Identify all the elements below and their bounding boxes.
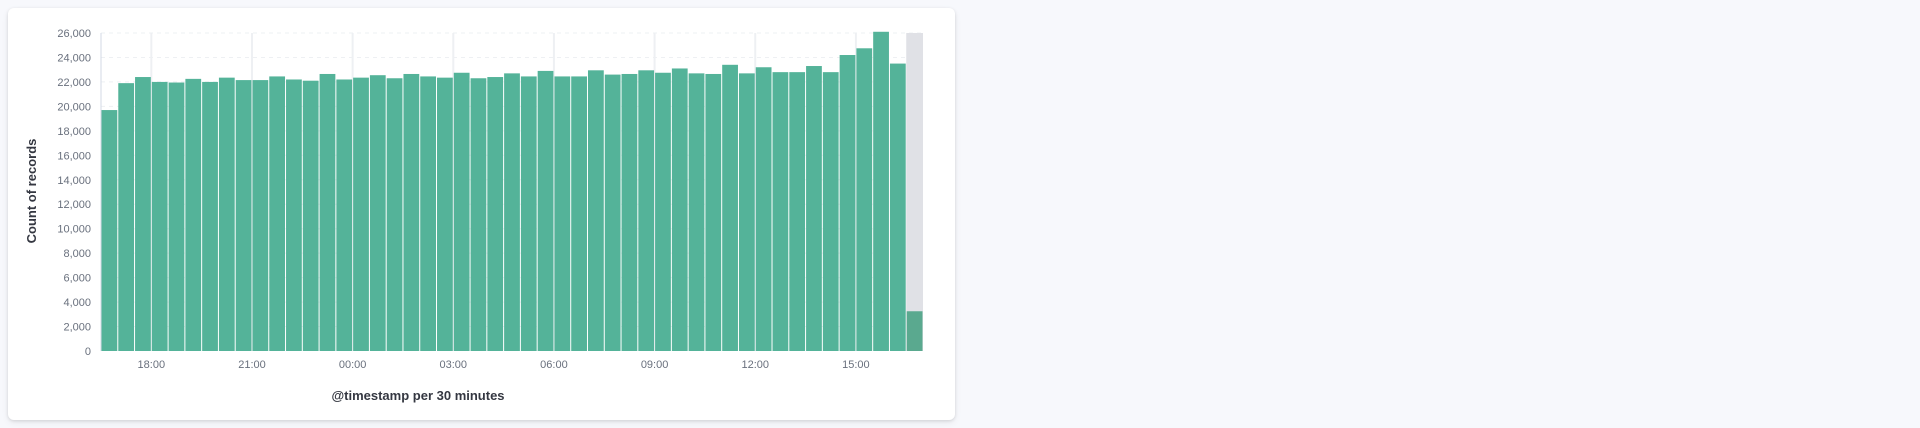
histogram-bar[interactable]: [369, 75, 386, 351]
histogram-bar[interactable]: [789, 72, 806, 351]
histogram-bar[interactable]: [420, 76, 437, 352]
histogram-bar[interactable]: [738, 73, 755, 351]
bars: [101, 31, 923, 352]
histogram-bar[interactable]: [906, 311, 923, 351]
y-tick-label: 26,000: [57, 28, 91, 40]
histogram-bar[interactable]: [185, 78, 202, 351]
histogram-bar[interactable]: [168, 82, 185, 352]
histogram-bar[interactable]: [873, 31, 889, 352]
histogram-bar[interactable]: [437, 77, 453, 352]
x-tick-label: 06:00: [540, 359, 568, 371]
histogram-bar[interactable]: [537, 70, 554, 351]
histogram-bar[interactable]: [638, 70, 655, 352]
y-tick-label: 4,000: [63, 297, 91, 309]
y-tick-label: 24,000: [57, 52, 91, 64]
y-axis-title: Count of records: [24, 139, 39, 244]
y-tick-label: 18,000: [57, 126, 91, 138]
y-tick-label: 22,000: [57, 77, 91, 89]
histogram-bar[interactable]: [336, 79, 353, 351]
x-tick-label: 09:00: [641, 359, 669, 371]
y-tick-label: 0: [85, 346, 91, 358]
histogram-bar[interactable]: [554, 76, 571, 352]
histogram-bar[interactable]: [319, 73, 336, 351]
histogram-bar[interactable]: [269, 76, 286, 352]
histogram-bar[interactable]: [755, 67, 772, 351]
histogram-bar[interactable]: [252, 80, 269, 351]
histogram-bar[interactable]: [520, 76, 537, 352]
x-tick-label: 00:00: [339, 359, 367, 371]
histogram-bar[interactable]: [671, 68, 688, 351]
x-tick-label: 12:00: [741, 359, 769, 371]
histogram-bar[interactable]: [571, 76, 587, 352]
histogram-bar[interactable]: [655, 72, 671, 351]
histogram-bar[interactable]: [286, 79, 302, 351]
y-tick-label: 8,000: [63, 248, 91, 260]
histogram-bar[interactable]: [889, 63, 906, 351]
x-tick-label: 18:00: [138, 359, 166, 371]
histogram-bar[interactable]: [587, 70, 604, 352]
histogram-bar[interactable]: [353, 77, 369, 352]
histogram-bar[interactable]: [856, 48, 873, 352]
x-tick-label: 03:00: [440, 359, 468, 371]
histogram-bar[interactable]: [772, 72, 789, 351]
histogram-bar[interactable]: [604, 74, 621, 351]
y-tick-label: 16,000: [57, 150, 91, 162]
y-tick-label: 6,000: [63, 273, 91, 285]
histogram-bar[interactable]: [621, 73, 638, 351]
axes: 0 2,000 4,000 6,000 8,000 10,000 12,000 14,000 1…: [57, 28, 869, 371]
partial-bucket-region: [906, 33, 923, 351]
histogram-bar[interactable]: [235, 80, 252, 351]
histogram-bar[interactable]: [705, 73, 722, 351]
histogram-bar[interactable]: [118, 83, 135, 352]
histogram-bar[interactable]: [218, 77, 235, 352]
histogram-bar[interactable]: [822, 72, 839, 351]
histogram-bar[interactable]: [202, 81, 218, 351]
partial-bucket-shade: [906, 33, 923, 351]
histogram-bar[interactable]: [386, 78, 403, 351]
histogram-bar[interactable]: [688, 73, 705, 351]
x-tick-label: 15:00: [842, 359, 870, 371]
histogram-bar[interactable]: [806, 66, 822, 351]
histogram-panel: 0 2,000 4,000 6,000 8,000 10,000 12,000 14,000 1…: [8, 8, 955, 420]
y-tick-label: 14,000: [57, 175, 91, 187]
y-tick-label: 20,000: [57, 101, 91, 113]
y-tick-label: 2,000: [63, 322, 91, 334]
histogram-bar[interactable]: [151, 81, 168, 351]
histogram-bar[interactable]: [722, 64, 738, 352]
histogram-bar[interactable]: [101, 110, 118, 351]
y-tick-label: 10,000: [57, 224, 91, 236]
histogram-bar[interactable]: [302, 80, 319, 351]
histogram-bar[interactable]: [839, 55, 856, 352]
histogram-bar[interactable]: [135, 77, 151, 352]
y-tick-label: 12,000: [57, 199, 91, 211]
histogram-bar[interactable]: [453, 72, 470, 351]
count-histogram-chart: 0 2,000 4,000 6,000 8,000 10,000 12,000 14,000 1…: [24, 28, 923, 403]
x-tick-label: 21:00: [238, 359, 266, 371]
histogram-bar[interactable]: [504, 73, 520, 351]
histogram-bar[interactable]: [403, 73, 420, 351]
x-axis-title: @timestamp per 30 minutes: [331, 388, 504, 403]
histogram-bar[interactable]: [487, 77, 504, 352]
histogram-bar[interactable]: [470, 78, 487, 351]
